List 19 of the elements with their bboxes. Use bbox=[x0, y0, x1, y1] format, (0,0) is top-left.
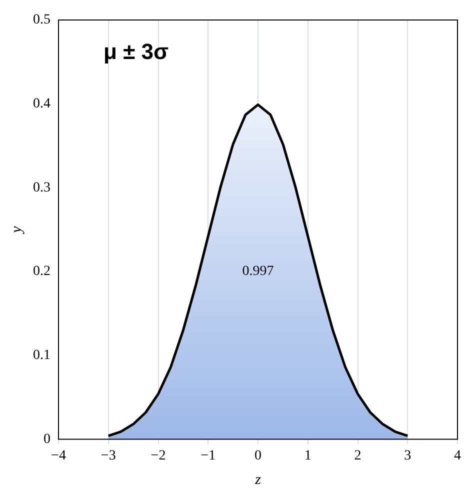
annotation: 0.997 bbox=[242, 264, 274, 280]
x-tick-label: −1 bbox=[200, 448, 216, 464]
y-tick-label: 0.5 bbox=[33, 12, 50, 28]
x-tick-label: 2 bbox=[354, 448, 362, 464]
annotation: μ ± 3σ bbox=[104, 39, 169, 64]
y-tick-label: 0.2 bbox=[33, 264, 50, 280]
x-tick-label: −4 bbox=[51, 448, 66, 464]
x-tick-label: 0 bbox=[254, 448, 262, 464]
x-tick-label: −3 bbox=[100, 448, 116, 464]
x-tick-label: 3 bbox=[404, 448, 412, 464]
y-tick-label: 0.3 bbox=[33, 180, 50, 196]
y-tick-label: 0.1 bbox=[33, 348, 50, 364]
x-tick-label: 4 bbox=[454, 448, 461, 464]
x-tick-label: −2 bbox=[150, 448, 166, 464]
y-tick-label: 0 bbox=[44, 432, 50, 447]
x-axis-title: z bbox=[254, 472, 262, 488]
y-tick-label: 0.4 bbox=[33, 96, 50, 112]
y-axis-title: y bbox=[8, 226, 25, 235]
x-tick-label: 1 bbox=[304, 448, 312, 464]
